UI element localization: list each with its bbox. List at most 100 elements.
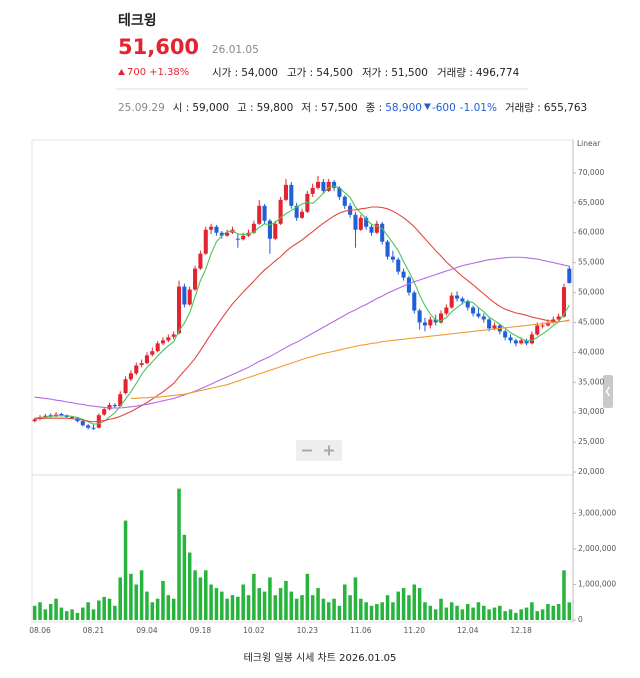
side-panel-toggle[interactable]: [603, 375, 613, 408]
x-tick-label: 08.06: [29, 626, 51, 635]
toggle-chevron: [605, 386, 611, 397]
volume-bar: [214, 588, 219, 620]
candle-body: [182, 286, 187, 305]
candle-body: [262, 205, 267, 221]
volume-bar: [203, 570, 208, 620]
volume-bar: [236, 596, 240, 620]
x-tick-label: 10.23: [297, 626, 319, 635]
candles: [32, 175, 572, 431]
y-tick-label: 1,000,000: [578, 580, 616, 589]
volume-bar: [353, 577, 358, 620]
candle-body: [251, 223, 256, 233]
candle-body: [289, 184, 294, 206]
candle-body: [561, 287, 567, 317]
volume-bar: [187, 552, 192, 620]
volume-bar: [492, 607, 497, 620]
volume-bar: [396, 591, 401, 620]
y-tick-label: 55,000: [578, 258, 604, 267]
zoom-control: [296, 440, 342, 461]
volume-bar: [193, 570, 197, 620]
volume-bar: [423, 602, 427, 620]
prev-bar-volume-label: 거래량 :: [505, 102, 541, 114]
candle-body: [412, 292, 417, 311]
volume-bar: [391, 602, 395, 620]
candle-body: [545, 322, 550, 326]
x-tick-label: 10.02: [243, 626, 265, 635]
y-tick-label: 60,000: [578, 228, 604, 237]
candle-body: [481, 316, 486, 320]
candle-body: [59, 413, 64, 416]
volume-bar: [118, 577, 122, 620]
volume-bar: [524, 607, 529, 620]
volume-bar: [32, 605, 37, 620]
volume-bar: [129, 573, 133, 620]
candle-body: [380, 223, 385, 242]
volume-bar: [375, 604, 379, 620]
volume-bar: [48, 604, 53, 620]
candle-body: [428, 319, 433, 326]
candle-body: [465, 301, 470, 308]
candle-body: [241, 235, 246, 240]
y-tick-label: 2,000,000: [578, 544, 616, 553]
candle-body: [112, 405, 117, 407]
volume-bar: [412, 584, 417, 620]
volume-bar: [508, 609, 513, 620]
volume-bar: [449, 602, 454, 620]
candle-body: [310, 187, 315, 194]
x-tick-label: 12.18: [510, 626, 532, 635]
candle-body: [166, 337, 171, 341]
volume-bar: [220, 591, 224, 620]
stat-label: 저가 :: [362, 67, 388, 79]
scale-mode-label: Linear: [577, 139, 601, 148]
moving-average-line: [130, 320, 570, 399]
candle-body: [299, 211, 305, 218]
volume-bar: [305, 573, 310, 620]
prev-bar-close-label: 종 :: [366, 102, 383, 114]
volume-bar: [86, 602, 90, 620]
candle-body: [171, 334, 176, 337]
volume-bar: [471, 607, 475, 620]
volume-bar: [97, 600, 101, 620]
candle-body: [70, 416, 75, 419]
candle-body: [107, 405, 112, 410]
candle-body: [337, 187, 342, 197]
prev-bar-label: 고 :: [237, 102, 254, 114]
candle-body: [342, 196, 347, 206]
volume-bar: [321, 598, 326, 620]
up-arrow-icon: [118, 69, 125, 75]
candle-body: [401, 271, 406, 278]
y-tick-label: 35,000: [578, 377, 604, 386]
volume-bar: [337, 605, 342, 620]
volume-bar: [209, 584, 213, 620]
volume-bar: [246, 595, 251, 620]
volume-bar: [155, 598, 160, 620]
volume-bar: [380, 602, 384, 620]
candle-body: [364, 217, 369, 227]
volume-bar: [519, 609, 523, 620]
candle-body: [321, 181, 326, 191]
price-date: 26.01.05: [212, 44, 259, 56]
moving-average-line: [34, 185, 570, 425]
volume-bar: [465, 604, 470, 620]
volume-bar: [326, 602, 331, 620]
candle-body: [139, 363, 144, 365]
volume-bar: [482, 605, 486, 620]
candle-body: [267, 220, 272, 239]
price-change: 700: [127, 67, 146, 78]
volume-bar: [241, 584, 245, 620]
candle-body: [358, 217, 363, 230]
candle-body: [444, 307, 449, 314]
y-tick-label: 3,000,000: [578, 509, 616, 518]
volume-bar: [38, 602, 42, 620]
candle-body: [198, 253, 203, 269]
candle-body: [176, 286, 182, 334]
volume-bar: [343, 584, 347, 620]
stat-label: 고가 :: [287, 67, 313, 79]
candle-body: [438, 313, 444, 323]
volume-bar: [257, 588, 261, 620]
stat-value: 54,000: [241, 67, 278, 79]
candle-body: [283, 184, 288, 200]
volume-bar: [332, 598, 336, 620]
candle-body: [519, 340, 524, 344]
volume-bar: [514, 612, 518, 620]
